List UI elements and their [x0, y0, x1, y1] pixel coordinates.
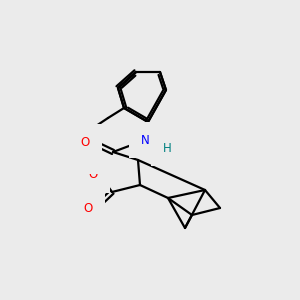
Text: H: H [79, 149, 87, 162]
Text: O: O [81, 136, 90, 148]
Text: H: H [163, 142, 172, 154]
Text: O: O [89, 169, 98, 182]
Text: O: O [84, 202, 93, 214]
Text: N: N [141, 134, 149, 146]
